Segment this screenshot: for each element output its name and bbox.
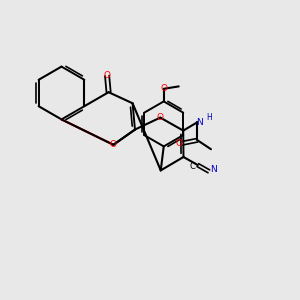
Text: H: H [206, 113, 212, 122]
Text: O: O [176, 139, 183, 148]
Text: O: O [157, 113, 164, 122]
Text: N: N [210, 165, 217, 174]
Text: O: O [103, 71, 111, 80]
Text: O: O [160, 84, 167, 93]
Text: C: C [190, 162, 195, 171]
Text: N: N [196, 118, 203, 127]
Text: O: O [110, 140, 117, 149]
